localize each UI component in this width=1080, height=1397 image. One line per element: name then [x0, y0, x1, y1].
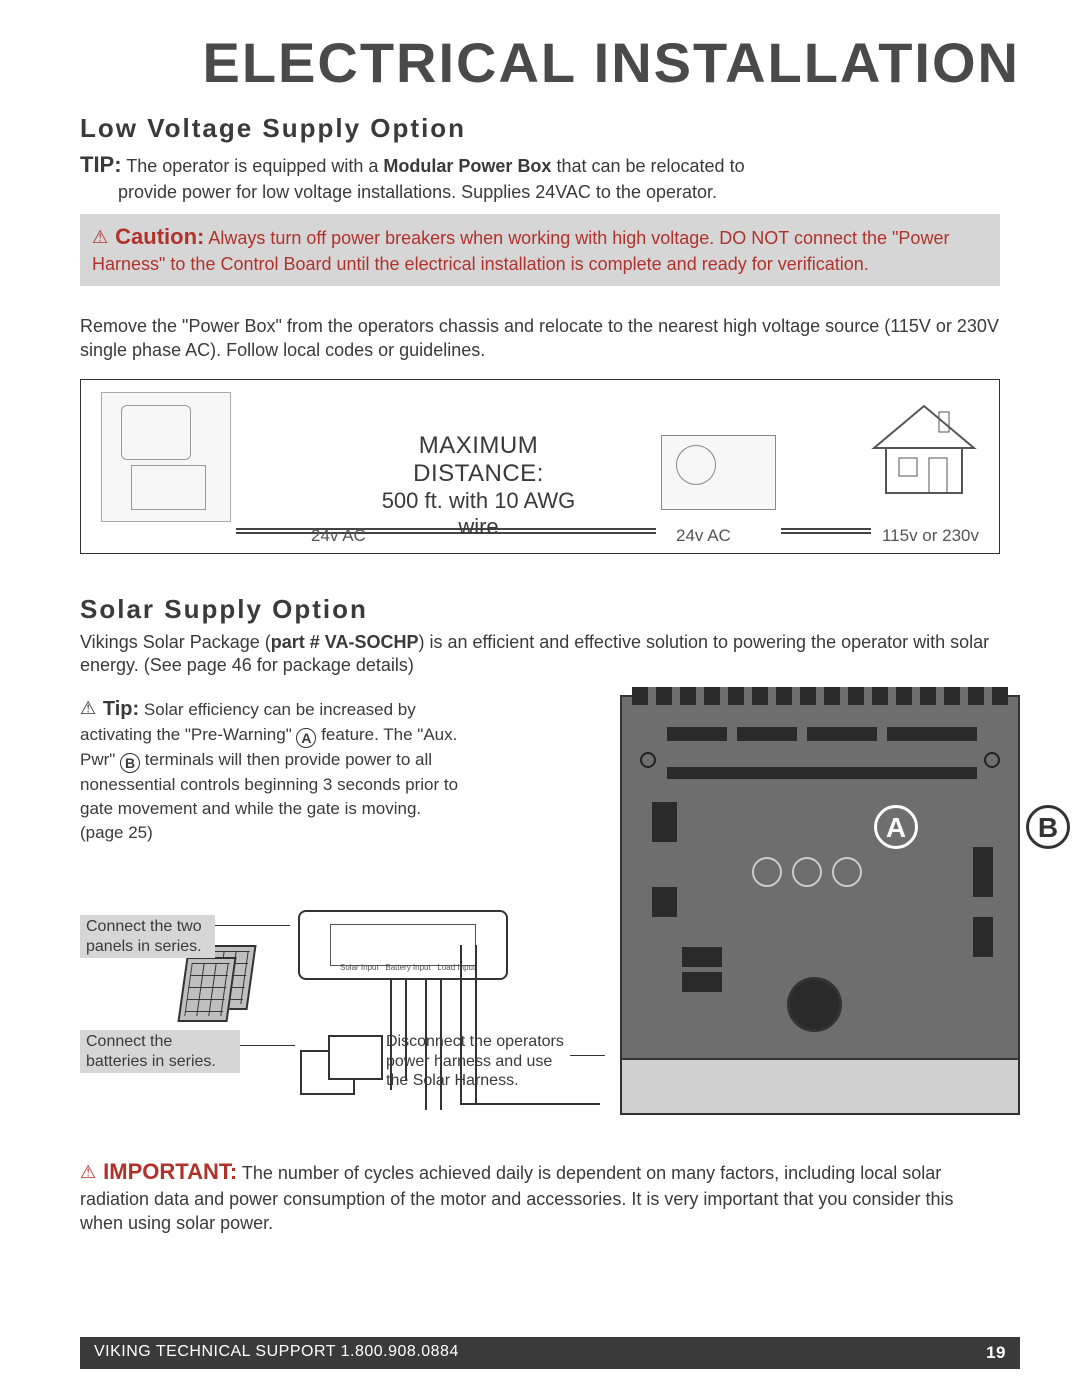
- label-24v-left: 24v AC: [311, 526, 366, 546]
- solar-tip: ⚠ Tip: Solar efficiency can be increased…: [80, 695, 460, 844]
- footer-support: VIKING TECHNICAL SUPPORT 1.800.908.0884: [94, 1343, 459, 1363]
- distance-diagram: MAXIMUM DISTANCE: 500 ft. with 10 AWG wi…: [80, 379, 1000, 554]
- section1-body: Remove the "Power Box" from the operator…: [80, 314, 1000, 363]
- page-title: ELECTRICAL INSTALLATION: [80, 30, 1020, 95]
- callout-panels: Connect the two panels in series.: [80, 915, 215, 957]
- section1-heading: Low Voltage Supply Option: [80, 113, 1000, 144]
- label-24v-right: 24v AC: [676, 526, 731, 546]
- board-marker-b: B: [1026, 805, 1070, 849]
- important-block: ⚠ IMPORTANT: The number of cycles achiev…: [80, 1157, 1000, 1235]
- sec2-body-a: Vikings Solar Package (: [80, 632, 271, 652]
- important-lead: IMPORTANT:: [103, 1159, 237, 1184]
- section2-body: Vikings Solar Package (part # VA-SOCHP) …: [80, 631, 1000, 678]
- callout-harness: Disconnect the operators power harness a…: [380, 1030, 570, 1092]
- solar-diagram-area: ⚠ Tip: Solar efficiency can be increased…: [80, 695, 1000, 1115]
- dist-line2: 500 ft. with 10 AWG wire: [361, 488, 596, 540]
- tip-bold: Modular Power Box: [383, 156, 551, 176]
- callout-batteries: Connect the batteries in series.: [80, 1030, 240, 1072]
- caution-text: Always turn off power breakers when work…: [92, 228, 949, 274]
- tip-line2: provide power for low voltage installati…: [80, 180, 1000, 204]
- tip-text-a: The operator is equipped with a: [126, 156, 383, 176]
- circle-b-inline: B: [120, 753, 140, 773]
- tip-text-b: that can be relocated to: [551, 156, 744, 176]
- section2-heading: Solar Supply Option: [80, 594, 1000, 625]
- tip-lead: TIP:: [80, 152, 122, 177]
- solar-tip-lead: Tip:: [103, 698, 139, 720]
- control-board: A: [620, 695, 1020, 1115]
- label-115v: 115v or 230v: [882, 526, 979, 546]
- caution-box: ⚠ Caution: Always turn off power breaker…: [80, 214, 1000, 286]
- house-icon: [864, 398, 984, 498]
- battery: [328, 1035, 383, 1080]
- page-footer: VIKING TECHNICAL SUPPORT 1.800.908.0884 …: [80, 1337, 1020, 1369]
- warning-icon: ⚠: [80, 696, 96, 721]
- sec2-body-bold: part # VA-SOCHP: [271, 632, 419, 652]
- warning-icon: ⚠: [92, 225, 108, 249]
- caution-lead: Caution:: [115, 224, 204, 249]
- solar-panel: [177, 957, 236, 1022]
- circle-a-inline: A: [296, 728, 316, 748]
- board-marker-a: A: [874, 805, 918, 849]
- footer-page-number: 19: [986, 1343, 1006, 1363]
- dist-line1: MAXIMUM DISTANCE:: [361, 432, 596, 488]
- tip-block: TIP: The operator is equipped with a Mod…: [80, 150, 1000, 204]
- distance-callout: MAXIMUM DISTANCE: 500 ft. with 10 AWG wi…: [361, 432, 596, 540]
- warning-icon: ⚠: [80, 1160, 96, 1184]
